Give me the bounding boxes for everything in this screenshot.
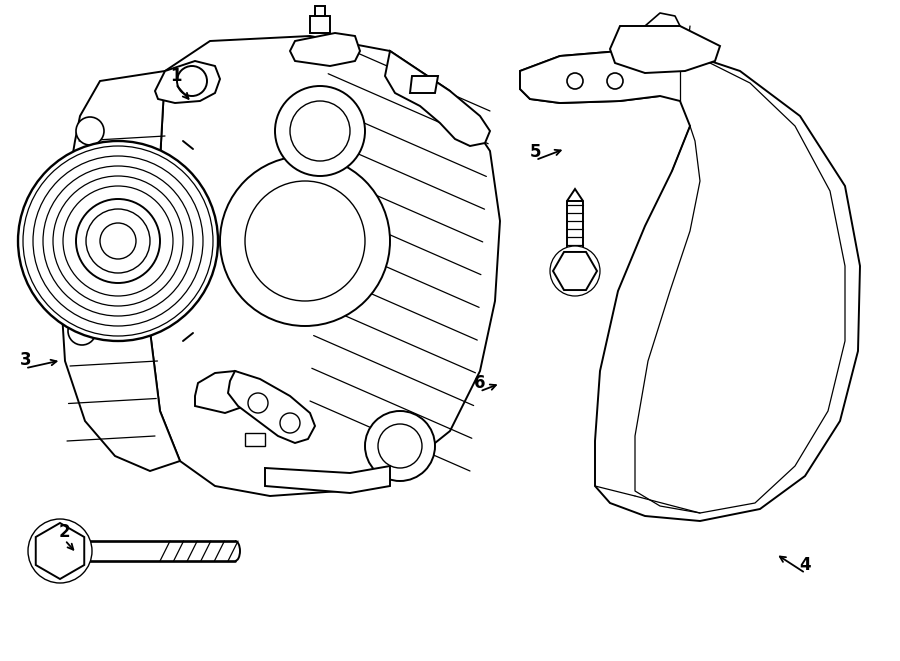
Circle shape: [33, 156, 203, 326]
Circle shape: [18, 141, 218, 341]
Circle shape: [245, 181, 365, 301]
Text: 2: 2: [59, 523, 70, 541]
Circle shape: [23, 146, 213, 336]
Polygon shape: [553, 252, 597, 290]
Polygon shape: [310, 16, 330, 33]
Circle shape: [28, 519, 92, 583]
Circle shape: [68, 317, 96, 345]
Polygon shape: [315, 6, 325, 16]
Polygon shape: [265, 466, 390, 493]
Text: 3: 3: [20, 351, 31, 369]
Circle shape: [86, 209, 150, 273]
Polygon shape: [610, 26, 720, 73]
Polygon shape: [195, 371, 250, 413]
Circle shape: [550, 246, 600, 296]
Circle shape: [290, 101, 350, 161]
Circle shape: [280, 413, 300, 433]
Circle shape: [177, 66, 207, 96]
Circle shape: [567, 73, 583, 89]
Polygon shape: [410, 76, 438, 93]
Circle shape: [63, 186, 173, 296]
Circle shape: [248, 393, 268, 413]
Text: 1: 1: [170, 67, 181, 85]
Circle shape: [53, 176, 183, 306]
Circle shape: [76, 199, 160, 283]
Circle shape: [365, 411, 435, 481]
Polygon shape: [155, 61, 220, 103]
Polygon shape: [245, 433, 265, 446]
Polygon shape: [520, 51, 670, 103]
Text: 4: 4: [800, 556, 811, 574]
Circle shape: [607, 73, 623, 89]
Circle shape: [275, 86, 365, 176]
Polygon shape: [150, 36, 500, 496]
Polygon shape: [36, 523, 85, 579]
Circle shape: [43, 166, 193, 316]
Polygon shape: [228, 371, 315, 443]
Polygon shape: [290, 33, 360, 66]
Polygon shape: [385, 51, 490, 146]
Circle shape: [378, 424, 422, 468]
Text: 5: 5: [530, 143, 541, 161]
Polygon shape: [567, 189, 583, 201]
Polygon shape: [60, 71, 180, 471]
Text: 6: 6: [474, 374, 485, 393]
Circle shape: [100, 223, 136, 259]
Circle shape: [220, 156, 390, 326]
Circle shape: [76, 117, 104, 145]
Polygon shape: [520, 51, 860, 521]
